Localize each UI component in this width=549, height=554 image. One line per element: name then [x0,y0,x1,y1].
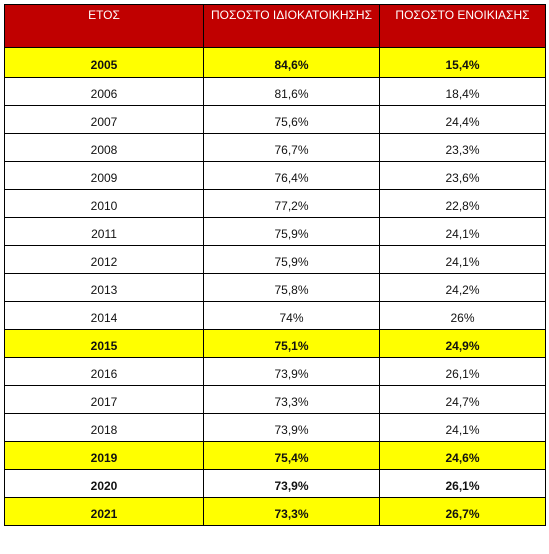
table-row: 2014 74% 26% [4,301,546,330]
rental-cell: 22,8% [379,189,546,218]
rental-cell: 15,4% [379,47,546,78]
rental-cell: 24,6% [379,441,546,470]
table-row: 2021 73,3% 26,7% [4,497,546,526]
year-cell: 2011 [4,217,204,246]
ownership-cell: 73,3% [203,385,380,414]
year-cell: 2017 [4,385,204,414]
rental-cell: 23,3% [379,133,546,162]
ownership-cell: 76,4% [203,161,380,190]
ownership-cell: 73,9% [203,357,380,386]
year-cell: 2015 [4,329,204,358]
table-row: 2008 76,7% 23,3% [4,133,546,162]
rental-cell: 24,2% [379,273,546,302]
rental-cell: 24,7% [379,385,546,414]
table-row: 2016 73,9% 26,1% [4,357,546,386]
year-cell: 2012 [4,245,204,274]
table-row: 2007 75,6% 24,4% [4,105,546,134]
ownership-cell: 74% [203,301,380,330]
table-row: 2019 75,4% 24,6% [4,441,546,470]
ownership-cell: 76,7% [203,133,380,162]
ownership-cell: 73,3% [203,497,380,526]
year-cell: 2006 [4,77,204,106]
table-row: 2006 81,6% 18,4% [4,77,546,106]
rental-cell: 24,1% [379,413,546,442]
year-cell: 2008 [4,133,204,162]
rental-cell: 26,7% [379,497,546,526]
year-cell: 2007 [4,105,204,134]
ownership-cell: 77,2% [203,189,380,218]
year-cell: 2019 [4,441,204,470]
header-rental: ΠΟΣΟΣΤΟ ΕΝΟΙΚΙΑΣΗΣ [379,4,546,48]
rental-cell: 26% [379,301,546,330]
header-row: ΕΤΟΣ ΠΟΣΟΣΤΟ ΙΔΙΟΚΑΤΟΙΚΗΣΗΣ ΠΟΣΟΣΤΟ ΕΝΟΙ… [4,4,546,48]
ownership-cell: 73,9% [203,413,380,442]
year-cell: 2020 [4,469,204,498]
rental-cell: 26,1% [379,469,546,498]
ownership-cell: 75,9% [203,245,380,274]
table-row: 2020 73,9% 26,1% [4,469,546,498]
ownership-cell: 73,9% [203,469,380,498]
year-cell: 2021 [4,497,204,526]
year-cell: 2013 [4,273,204,302]
table-body: 2005 84,6% 15,4% 2006 81,6% 18,4% 2007 75,6% 24,… [4,47,546,526]
ownership-cell: 75,1% [203,329,380,358]
header-year: ΕΤΟΣ [4,4,204,48]
year-cell: 2005 [4,47,204,78]
table-row: 2010 77,2% 22,8% [4,189,546,218]
ownership-cell: 81,6% [203,77,380,106]
ownership-rental-table: ΕΤΟΣ ΠΟΣΟΣΤΟ ΙΔΙΟΚΑΤΟΙΚΗΣΗΣ ΠΟΣΟΣΤΟ ΕΝΟΙ… [4,4,546,526]
year-cell: 2009 [4,161,204,190]
rental-cell: 26,1% [379,357,546,386]
ownership-cell: 75,6% [203,105,380,134]
ownership-cell: 75,8% [203,273,380,302]
table-row: 2005 84,6% 15,4% [4,47,546,78]
table-row: 2012 75,9% 24,1% [4,245,546,274]
rental-cell: 24,1% [379,245,546,274]
year-cell: 2016 [4,357,204,386]
year-cell: 2010 [4,189,204,218]
rental-cell: 23,6% [379,161,546,190]
year-cell: 2018 [4,413,204,442]
table-row: 2018 73,9% 24,1% [4,413,546,442]
rental-cell: 24,1% [379,217,546,246]
ownership-cell: 75,4% [203,441,380,470]
table-row: 2009 76,4% 23,6% [4,161,546,190]
rental-cell: 18,4% [379,77,546,106]
table-row: 2011 75,9% 24,1% [4,217,546,246]
table-row: 2013 75,8% 24,2% [4,273,546,302]
rental-cell: 24,9% [379,329,546,358]
table-row: 2015 75,1% 24,9% [4,329,546,358]
header-ownership: ΠΟΣΟΣΤΟ ΙΔΙΟΚΑΤΟΙΚΗΣΗΣ [203,4,380,48]
ownership-cell: 75,9% [203,217,380,246]
table-row: 2017 73,3% 24,7% [4,385,546,414]
year-cell: 2014 [4,301,204,330]
ownership-cell: 84,6% [203,47,380,78]
rental-cell: 24,4% [379,105,546,134]
